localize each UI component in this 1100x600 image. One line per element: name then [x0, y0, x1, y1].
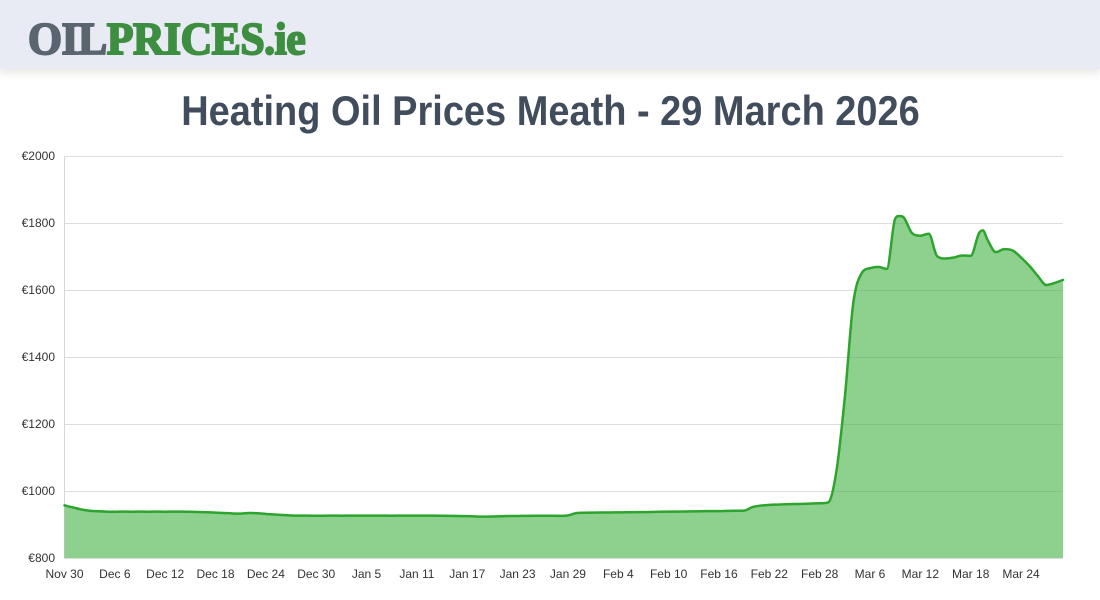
svg-text:Jan 29: Jan 29 — [550, 567, 586, 581]
svg-text:Jan 11: Jan 11 — [399, 567, 434, 581]
svg-text:€2000: €2000 — [22, 149, 56, 163]
svg-text:€1000: €1000 — [22, 484, 56, 498]
svg-text:Mar 12: Mar 12 — [902, 567, 940, 581]
svg-text:€1400: €1400 — [22, 350, 56, 364]
svg-text:Jan 5: Jan 5 — [352, 567, 382, 581]
svg-text:Jan 17: Jan 17 — [449, 567, 485, 581]
svg-text:Feb 16: Feb 16 — [700, 567, 738, 581]
svg-text:€1600: €1600 — [22, 283, 56, 297]
svg-text:Dec 18: Dec 18 — [197, 567, 235, 581]
svg-text:€1800: €1800 — [22, 216, 56, 230]
svg-text:Feb 22: Feb 22 — [751, 567, 789, 581]
svg-text:Nov 30: Nov 30 — [45, 567, 83, 581]
svg-text:Jan 23: Jan 23 — [500, 567, 536, 581]
svg-text:Feb 10: Feb 10 — [650, 567, 688, 581]
svg-text:Mar 24: Mar 24 — [1002, 567, 1040, 581]
svg-text:Mar 6: Mar 6 — [855, 567, 886, 581]
svg-text:€800: €800 — [28, 551, 55, 565]
svg-text:Feb 4: Feb 4 — [603, 567, 634, 581]
svg-text:Mar 18: Mar 18 — [952, 567, 990, 581]
svg-text:Dec 24: Dec 24 — [247, 567, 285, 581]
svg-text:Feb 28: Feb 28 — [801, 567, 839, 581]
svg-text:Dec 30: Dec 30 — [297, 567, 335, 581]
svg-text:Dec 6: Dec 6 — [99, 567, 131, 581]
svg-text:€1200: €1200 — [22, 417, 56, 431]
svg-text:Dec 12: Dec 12 — [146, 567, 184, 581]
